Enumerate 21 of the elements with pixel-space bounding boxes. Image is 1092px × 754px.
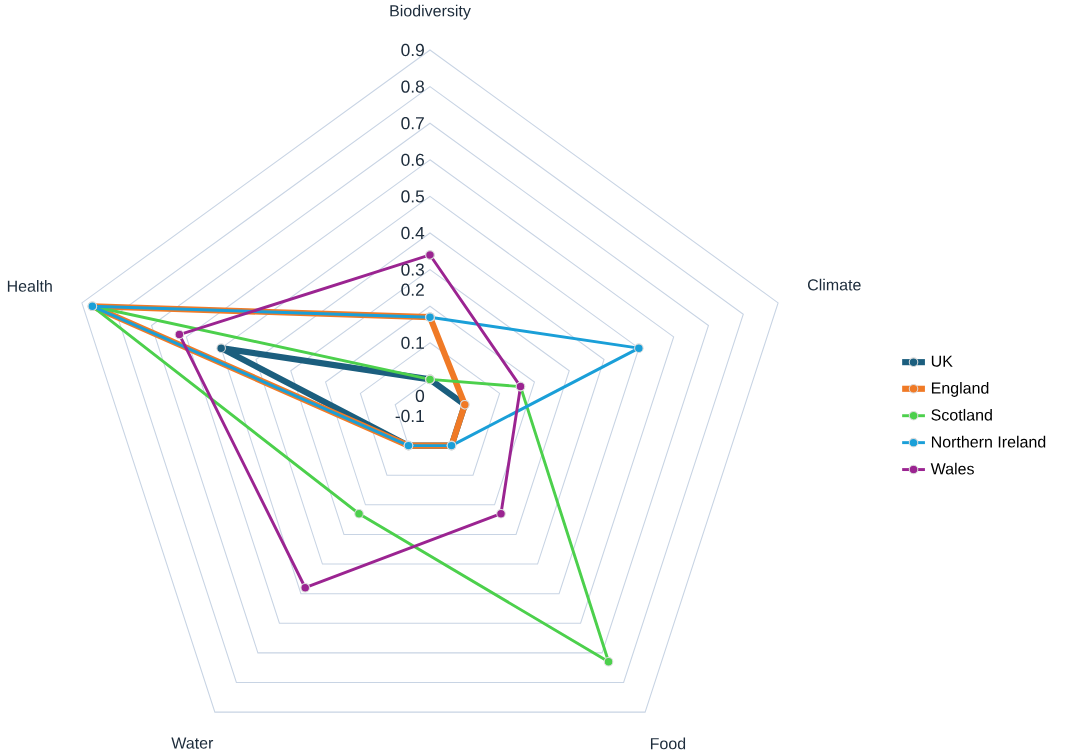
y-tick-label: 0 [415, 389, 425, 403]
y-tick-label: 0.7 [401, 117, 424, 130]
y-tick-label: 0.4 [401, 226, 425, 240]
spoke-label: Water [171, 737, 214, 749]
y-tick-label: 0.1 [401, 336, 424, 350]
legend-label: Scotland [931, 409, 992, 421]
spoke-label: Biodiversity [390, 4, 471, 20]
y-tick-label: 0.9 [401, 43, 424, 57]
legend-label: Northern Ireland [931, 435, 1046, 448]
legend-label: England [931, 382, 989, 398]
y-tick-label: 0.2 [401, 283, 424, 296]
y-tick-label: 0.5 [401, 190, 425, 203]
legend-label: UK [931, 355, 953, 367]
legend-label: Wales [930, 462, 974, 475]
y-tick-label: 0.6 [401, 153, 424, 167]
spoke-label: Food [650, 737, 686, 750]
y-tick-label: 0.8 [401, 80, 424, 93]
spoke-label: Health [7, 280, 52, 292]
y-tick-label: 0.3 [401, 263, 424, 276]
spoke-label: Climate [807, 278, 861, 291]
y-tick-label: -0.1 [395, 409, 424, 423]
